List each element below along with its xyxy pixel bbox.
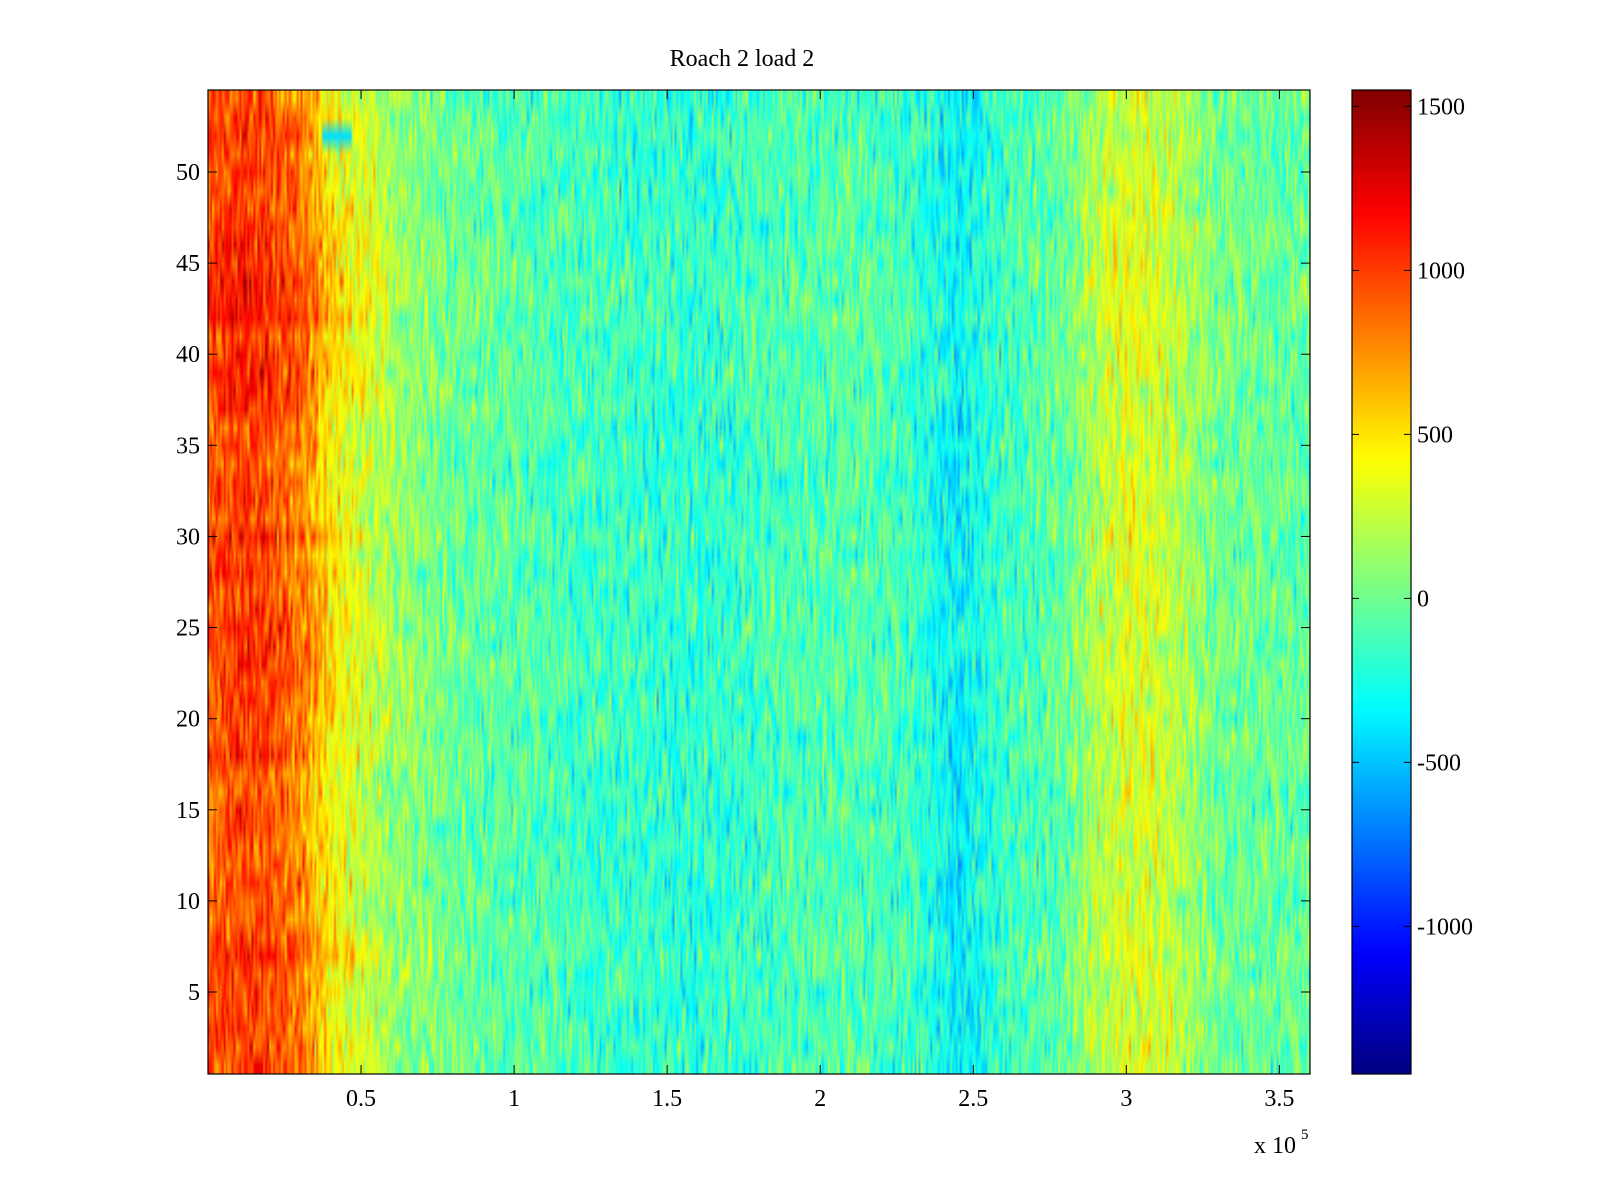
y-tick-label: 50	[176, 160, 200, 186]
plot-frame	[207, 89, 1311, 1075]
y-tick-label: 30	[176, 524, 200, 550]
x-multiplier: x 10 5	[1254, 1127, 1309, 1159]
x-tick-label: 1	[508, 1086, 520, 1112]
x-tick-label: 1.5	[652, 1086, 682, 1112]
y-tick-label: 15	[176, 798, 200, 824]
x-tick-label: 0.5	[346, 1086, 376, 1112]
x-multiplier-exponent: 5	[1301, 1127, 1309, 1143]
colorbar-frame	[1351, 89, 1412, 1075]
colorbar-tick-label: 1000	[1417, 258, 1465, 284]
heatmap-cells	[208, 90, 1310, 1074]
colorbar-tick-label: -1000	[1417, 914, 1473, 940]
colorbar: 1500 1000 500 0 -500 -1000	[1351, 89, 1473, 1075]
colorbar-tick-label: -500	[1417, 750, 1461, 776]
x-tick-label: 2.5	[958, 1086, 988, 1112]
x-tick-label: 3.5	[1264, 1086, 1294, 1112]
y-axis: 5 10 15 20 25 30 35 40 45 50	[176, 160, 1310, 1006]
y-tick-label: 45	[176, 251, 200, 277]
colorbar-tick-label: 0	[1417, 586, 1429, 612]
colorbar-tick-label: 500	[1417, 422, 1453, 448]
chart-title: Roach 2 load 2	[670, 46, 815, 72]
y-tick-label: 5	[188, 980, 200, 1006]
x-tick-label: 3	[1120, 1086, 1132, 1112]
y-tick-label: 25	[176, 616, 200, 642]
y-tick-label: 40	[176, 342, 200, 368]
colorbar-gradient	[1352, 90, 1411, 1074]
heatmap-plot-area	[207, 89, 1311, 1075]
y-tick-label: 10	[176, 889, 200, 915]
x-multiplier-label: x 10	[1254, 1133, 1296, 1159]
colorbar-tick-label: 1500	[1417, 94, 1465, 120]
y-tick-label: 35	[176, 433, 200, 459]
colorbar-ticks: 1500 1000 500 0 -500 -1000	[1352, 94, 1473, 940]
x-tick-label: 2	[814, 1086, 826, 1112]
y-tick-label: 20	[176, 707, 200, 733]
x-axis: 0.5 1 1.5 2 2.5 3 3.5	[346, 90, 1294, 1112]
